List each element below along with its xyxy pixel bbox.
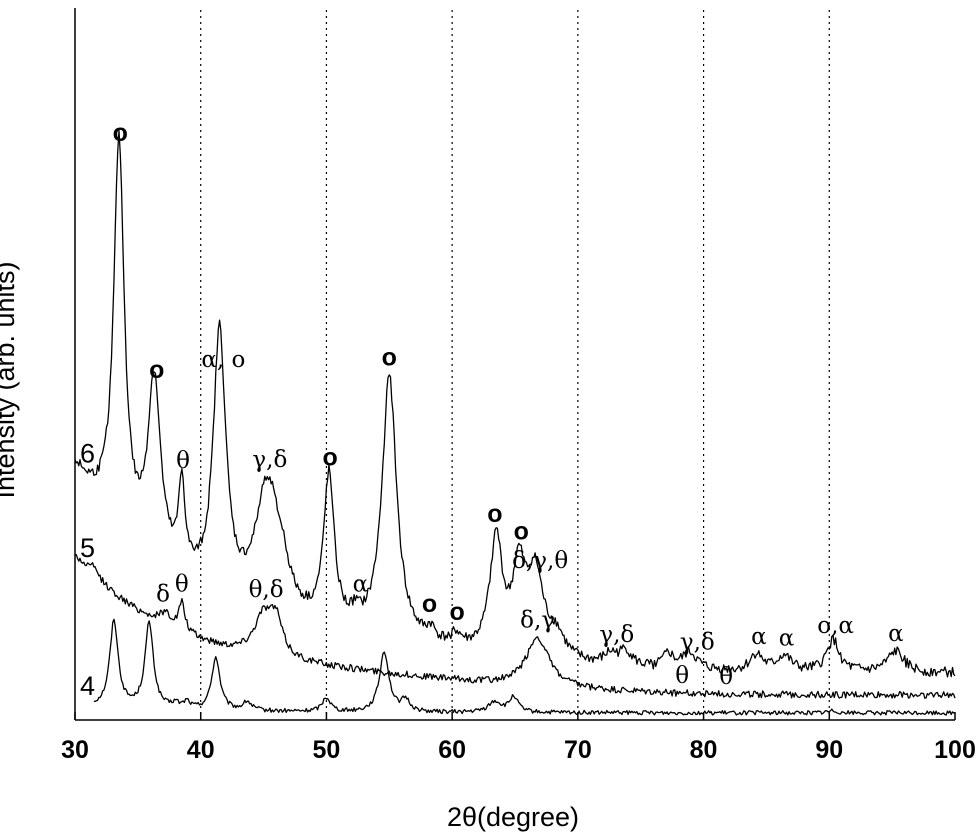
- grid-lines: [200, 10, 830, 720]
- x-tick-label-90: 90: [815, 736, 843, 764]
- x-tick-label-70: 70: [564, 736, 592, 764]
- peak-label-9: o: [450, 598, 465, 626]
- series-4-label: 4: [80, 671, 95, 701]
- peak-label-24: θ: [719, 664, 733, 690]
- peak-label-18: α: [888, 621, 904, 647]
- x-tick-label-100: 100: [934, 736, 976, 764]
- x-tick-label-60: 60: [438, 736, 466, 764]
- series-5-line: [74, 553, 956, 699]
- x-tick-label-50: 50: [313, 736, 341, 764]
- peak-label-2: θ: [176, 448, 190, 474]
- peak-label-7: o: [382, 343, 397, 371]
- peak-label-1: o: [149, 356, 164, 384]
- y-axis-title: Intensity (arb. units): [0, 261, 20, 498]
- axes: [74, 8, 955, 721]
- series-6-line: [74, 129, 956, 678]
- series-5-label: 5: [80, 533, 95, 563]
- peak-label-6: α: [353, 571, 369, 597]
- peak-label-14: γ,δ: [680, 629, 715, 655]
- peak-label-3: α, o: [201, 347, 245, 373]
- series-curves: 4 5 6: [74, 129, 956, 716]
- peak-label-21: θ,δ: [249, 577, 284, 603]
- peak-label-23: θ: [675, 663, 689, 689]
- peak-label-0: o: [113, 119, 128, 147]
- peak-label-8: o: [422, 590, 437, 618]
- peak-label-4: γ,δ: [252, 447, 287, 473]
- peak-label-12: δ,γ,θ: [512, 548, 568, 574]
- peak-label-15: α: [751, 624, 767, 650]
- series-4-line: [93, 618, 956, 716]
- peak-label-20: θ: [175, 571, 189, 597]
- peak-label-16: α: [779, 626, 795, 652]
- series-6-label: 6: [80, 439, 95, 469]
- peak-label-11: o: [514, 518, 529, 546]
- x-ticks: 30 40 50 60 70 80 90 100: [61, 712, 976, 764]
- x-tick-label-40: 40: [187, 736, 215, 764]
- peak-label-17: o,α: [817, 613, 854, 639]
- x-tick-label-80: 80: [690, 736, 718, 764]
- peak-label-19: δ: [156, 581, 170, 607]
- peak-label-10: o: [487, 500, 502, 528]
- peak-label-13: γ,δ: [599, 622, 634, 648]
- x-axis-title: 2θ(degree): [447, 802, 579, 832]
- x-tick-label-30: 30: [61, 736, 89, 764]
- peak-label-22: δ,γ: [520, 607, 555, 633]
- peak-label-5: o: [323, 444, 338, 472]
